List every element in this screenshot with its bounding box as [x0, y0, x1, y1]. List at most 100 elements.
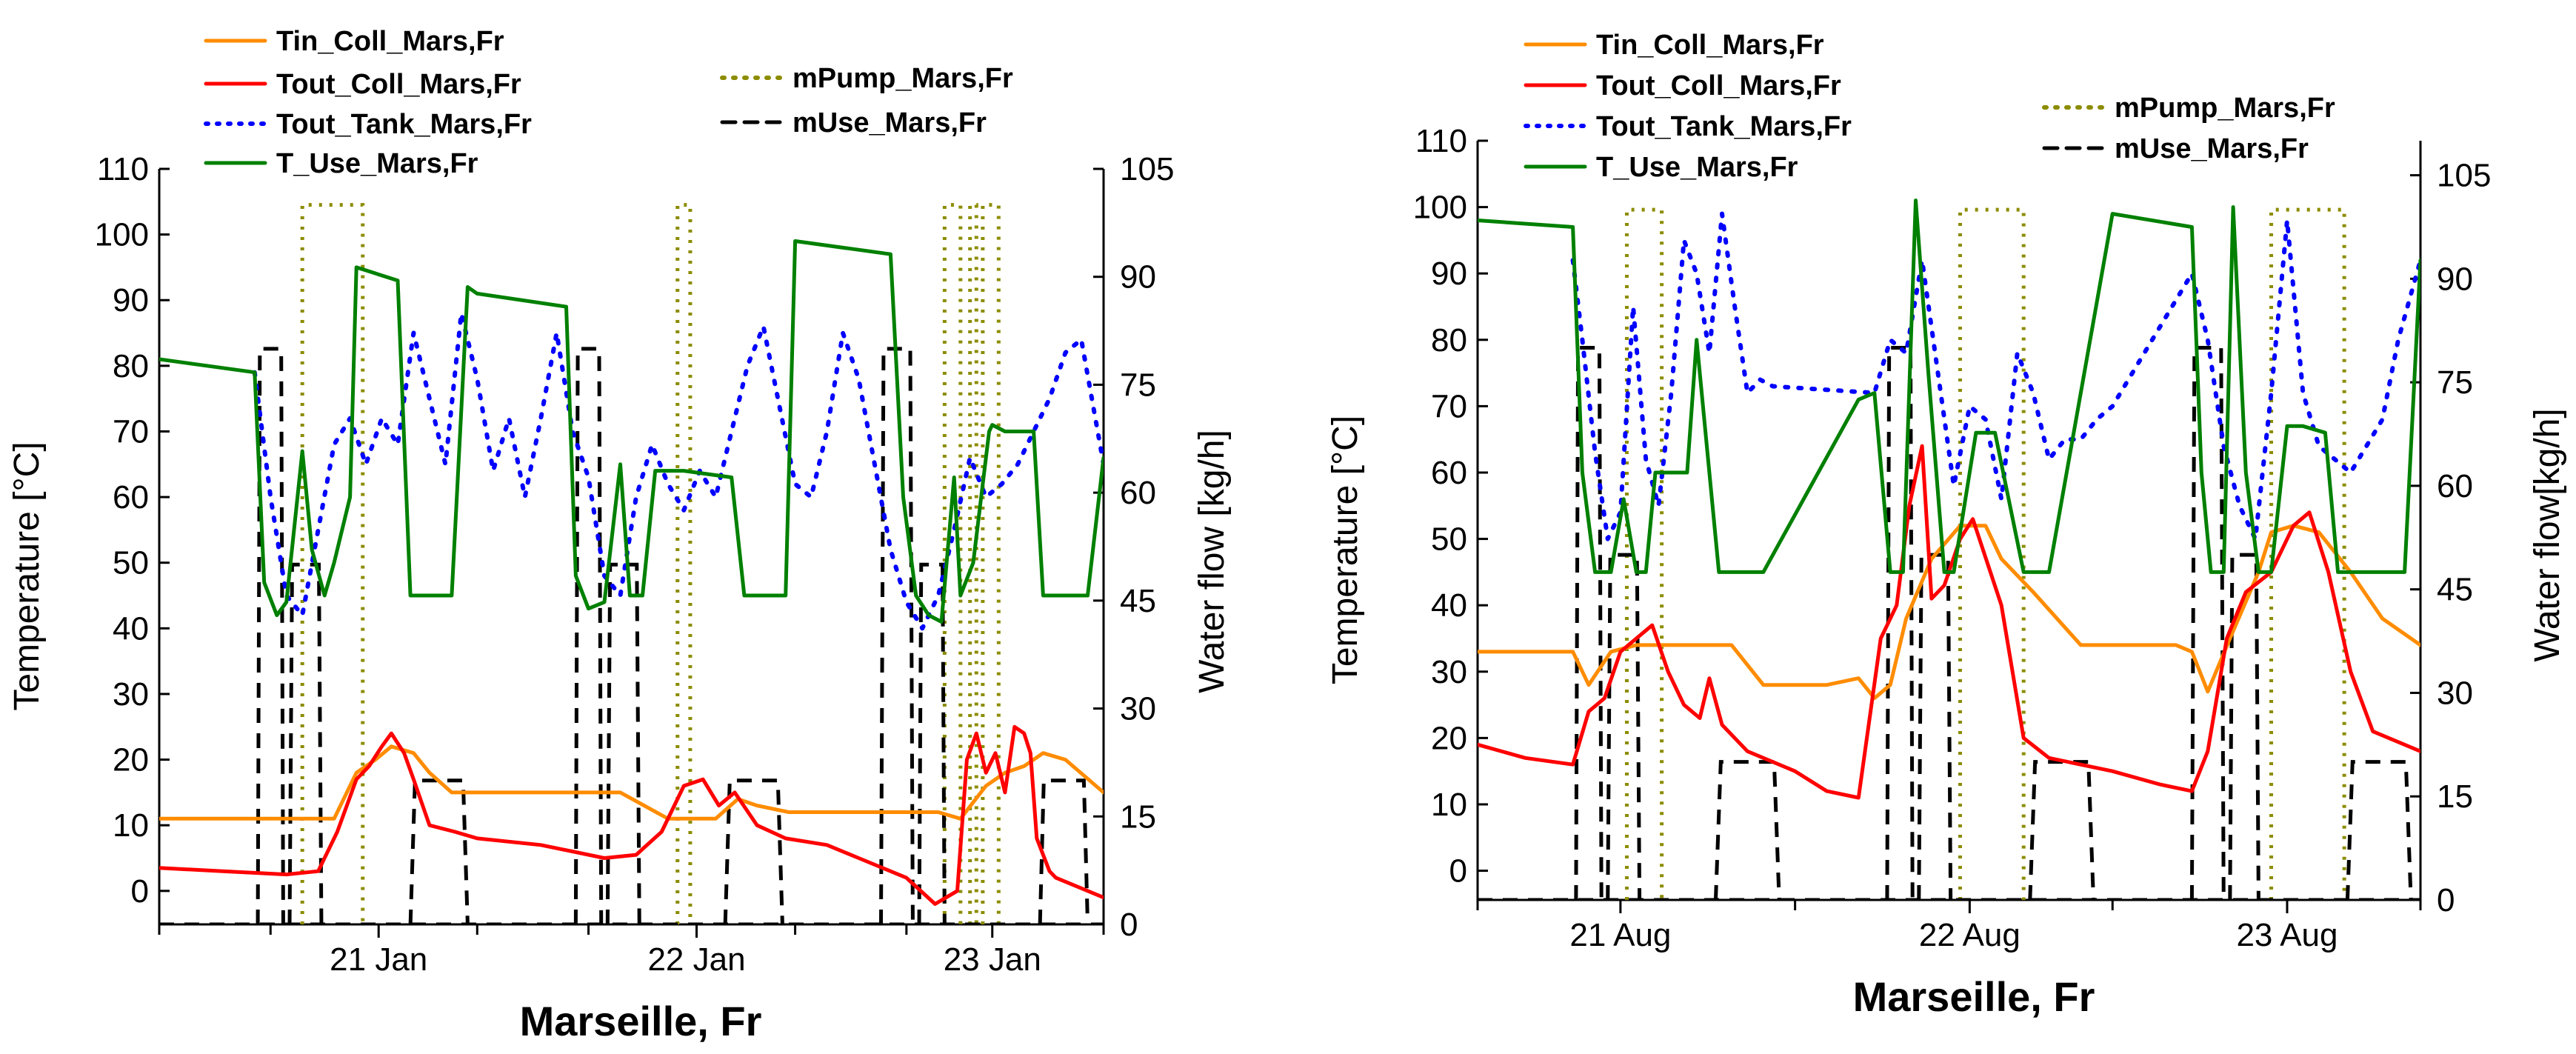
left-tick-label: 60	[1431, 455, 1467, 491]
x-tick-label: 23 Aug	[2236, 917, 2338, 953]
series-line-tout-tank-mars-fr	[1570, 211, 2420, 541]
muse-series-block	[287, 562, 324, 924]
series-line-t-use-mars-fr	[1478, 199, 2420, 574]
x-tick-label: 22 Jan	[647, 941, 745, 978]
mpump-series-block	[942, 203, 963, 924]
right-tick-label: 105	[2437, 158, 2491, 194]
right-tick-label: 60	[1120, 475, 1156, 511]
right-tick-label: 15	[2437, 778, 2473, 815]
left-tick-label: 20	[113, 742, 149, 778]
plot-area	[1478, 199, 2420, 900]
right-tick-label: 30	[2437, 675, 2473, 711]
left-tick-label: 10	[113, 807, 149, 844]
left-tick-label: 80	[1431, 322, 1467, 358]
mpump-series-block	[675, 203, 693, 924]
right-tick-label: 75	[1120, 367, 1156, 403]
left-tick-label: 100	[95, 217, 149, 253]
legend-entry-label: Tout_Tank_Mars,Fr	[1596, 111, 1852, 142]
muse-series-block	[917, 562, 947, 924]
left-tick-label: 20	[1431, 720, 1467, 756]
muse-series-block	[2345, 760, 2413, 900]
muse-series-block	[605, 562, 641, 924]
legend-entry-label: Tin_Coll_Mars,Fr	[1596, 30, 1824, 61]
muse-series-block	[2189, 346, 2226, 900]
left-tick-label: 50	[113, 545, 149, 581]
left-tick-label: 0	[131, 873, 149, 910]
legend-entry-label: Tout_Tank_Mars,Fr	[276, 109, 532, 140]
muse-series-block	[1713, 760, 1781, 900]
muse-series-block	[2228, 553, 2260, 900]
mpump-series-block	[1958, 207, 2026, 900]
legend-entry-label: Tout_Coll_Mars,Fr	[1596, 70, 1841, 101]
x-tick-label: 21 Jan	[330, 941, 427, 978]
muse-series-block	[573, 347, 604, 924]
right-tick-label: 75	[2437, 364, 2473, 401]
series-line-tin-coll-mars-fr	[159, 744, 1104, 821]
chart-panel-1: 0 10 20 30 40 50 60 70 80 90 100 110 0 15 30 45 60 75 90 10…	[7, 26, 1232, 1044]
x-axis-label: Marseille, Fr	[1853, 973, 2095, 1020]
y-axis-label-right: Water flow[kg/h]	[2528, 408, 2567, 661]
mpump-series-block	[981, 203, 1001, 924]
left-tick-label: 90	[1431, 256, 1467, 292]
left-tick-label: 70	[113, 413, 149, 450]
series-line-tin-coll-mars-fr	[1478, 524, 2420, 701]
right-tick-label: 60	[2437, 468, 2473, 504]
right-tick-label: 45	[1120, 583, 1156, 619]
right-tick-label: 90	[2437, 261, 2473, 297]
chart-panel-2: 0 10 20 30 40 50 60 70 80 90 100 110 0 15 30 45 60 75 90 10…	[1326, 30, 2567, 1020]
left-tick-label: 90	[113, 282, 149, 318]
y-axis-label-left: Temperature [°C]	[1326, 416, 1365, 684]
series-line-t-use-mars-fr	[159, 239, 1104, 624]
left-tick-label: 110	[97, 151, 149, 187]
left-tick-label: 40	[1431, 587, 1467, 624]
muse-series-block	[1574, 346, 1604, 900]
right-tick-label: 45	[2437, 572, 2473, 608]
right-tick-label: 105	[1120, 151, 1174, 187]
left-tick-label: 30	[113, 676, 149, 713]
x-tick-label: 21 Aug	[1569, 917, 1671, 953]
legend-entry-label: mUse_Mars,Fr	[2115, 133, 2309, 164]
left-tick-label: 50	[1431, 521, 1467, 558]
right-tick-label: 15	[1120, 798, 1156, 835]
left-tick-label: 0	[1449, 853, 1467, 890]
legend-entry-label: mPump_Mars,Fr	[793, 63, 1013, 94]
x-tick-label: 23 Jan	[944, 941, 1041, 978]
series-line-tout-tank-mars-fr	[252, 311, 1104, 631]
right-tick-label: 0	[2437, 882, 2455, 918]
muse-series-block	[1917, 553, 1953, 900]
x-tick-label: 22 Aug	[1919, 917, 2021, 953]
y-axis-label-right: Water flow [kg/h]	[1192, 430, 1232, 693]
muse-series-block	[878, 347, 915, 924]
legend-entry-label: Tin_Coll_Mars,Fr	[276, 26, 504, 57]
left-tick-label: 110	[1415, 123, 1467, 159]
right-tick-label: 0	[1120, 907, 1138, 943]
left-tick-label: 40	[113, 610, 149, 647]
left-tick-label: 30	[1431, 654, 1467, 690]
legend-entry-label: Tout_Coll_Mars,Fr	[276, 69, 521, 100]
left-tick-label: 60	[113, 479, 149, 516]
left-tick-label: 100	[1413, 190, 1467, 226]
legend-entry-label: mUse_Mars,Fr	[793, 107, 987, 139]
left-tick-label: 10	[1431, 787, 1467, 823]
series-line-tout-coll-mars-fr	[159, 724, 1104, 906]
muse-series-block	[1038, 778, 1090, 924]
mpump-series-block	[2269, 207, 2346, 900]
muse-series-block	[1606, 553, 1642, 900]
muse-series-block	[723, 778, 784, 924]
right-tick-label: 90	[1120, 259, 1156, 296]
legend-entry-label: mPump_Mars,Fr	[2115, 93, 2335, 124]
muse-series-block	[256, 347, 285, 924]
muse-series-block	[408, 778, 470, 924]
right-tick-label: 30	[1120, 691, 1156, 727]
legend-entry-label: T_Use_Mars,Fr	[276, 148, 478, 179]
left-tick-label: 80	[113, 348, 149, 384]
muse-series-block	[2028, 760, 2096, 900]
x-axis-label: Marseille, Fr	[520, 998, 762, 1044]
legend-entry-label: T_Use_Mars,Fr	[1596, 152, 1798, 183]
series-line-tout-coll-mars-fr	[1478, 444, 2420, 800]
plot-area	[159, 203, 1104, 924]
left-tick-label: 70	[1431, 388, 1467, 424]
muse-series-block	[1885, 346, 1915, 900]
y-axis-label-left: Temperature [°C]	[7, 441, 47, 710]
